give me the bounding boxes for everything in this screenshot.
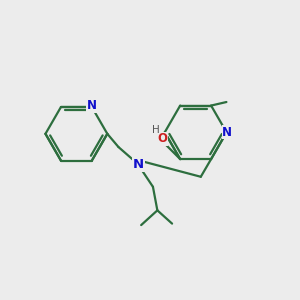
Text: N: N — [87, 99, 97, 112]
Text: N: N — [133, 158, 144, 171]
Text: O: O — [157, 132, 167, 145]
Text: H: H — [152, 125, 159, 135]
Text: N: N — [222, 126, 232, 139]
